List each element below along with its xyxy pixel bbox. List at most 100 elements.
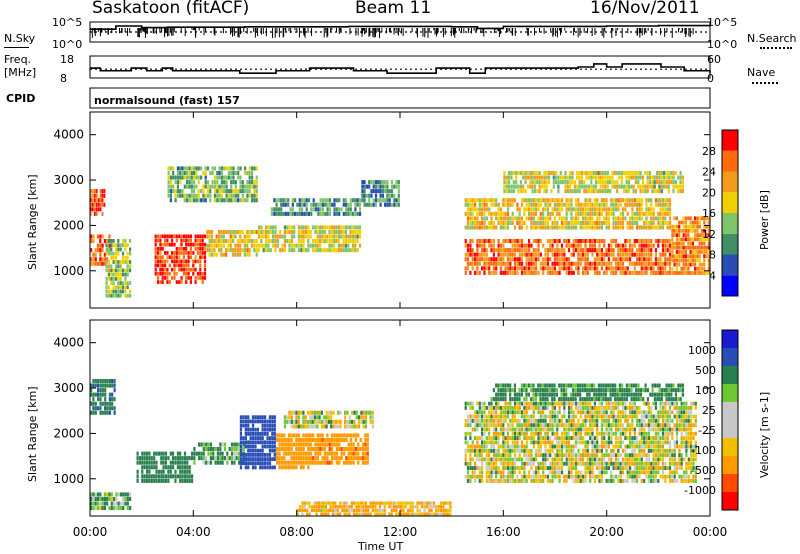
- power-panel-cell: [344, 230, 347, 235]
- power-panel-cell: [698, 271, 701, 275]
- power-panel-cell: [216, 189, 219, 194]
- velocity-panel-cell: [290, 410, 293, 415]
- power-panel-cell: [532, 211, 535, 216]
- velocity-panel-cell: [364, 512, 367, 516]
- velocity-panel-cell: [297, 447, 300, 452]
- velocity-panel-cell: [313, 419, 317, 424]
- power-panel-cell: [374, 180, 378, 185]
- power-panel-ytick-label: 2000: [53, 218, 84, 232]
- power-panel-cell: [230, 171, 233, 176]
- power-panel-cell: [607, 243, 610, 248]
- velocity-panel-cell: [290, 447, 293, 452]
- velocity-panel-cell: [354, 438, 357, 443]
- power-panel-cell: [671, 250, 674, 254]
- power-panel-cell: [562, 175, 565, 180]
- power-panel-cell: [169, 189, 172, 194]
- velocity-panel-cell: [466, 470, 470, 475]
- power-panel-cell: [654, 248, 657, 253]
- power-panel-cell: [232, 193, 235, 198]
- velocity-panel-cell: [565, 453, 568, 458]
- velocity-panel-cell: [499, 418, 502, 423]
- velocity-panel-cell: [525, 457, 528, 462]
- velocity-panel-cell: [308, 512, 311, 516]
- velocity-panel-cell: [558, 418, 561, 423]
- power-panel-cell: [112, 272, 115, 277]
- power-panel-cell: [610, 252, 613, 257]
- power-panel-cell: [696, 220, 699, 225]
- power-panel-cell: [525, 202, 528, 207]
- power-panel-cell: [594, 180, 598, 185]
- power-panel-cell: [345, 202, 348, 207]
- power-panel-cell: [515, 180, 518, 185]
- power-panel-cell: [93, 211, 96, 216]
- velocity-panel-cell: [516, 406, 519, 410]
- power-panel-cell: [356, 239, 359, 244]
- power-panel-cell: [105, 247, 108, 252]
- velocity-panel-cell: [259, 465, 262, 470]
- power-panel-cell: [129, 289, 132, 294]
- velocity-panel-cell: [549, 401, 552, 406]
- power-panel-cell: [211, 166, 214, 171]
- power-panel-cell: [244, 166, 247, 171]
- velocity-panel-cell: [577, 436, 580, 440]
- power-panel-cell: [661, 266, 665, 271]
- power-panel-cell: [565, 225, 568, 230]
- power-panel-cell: [237, 171, 240, 176]
- velocity-panel-cell: [409, 512, 412, 516]
- power-panel-cell: [495, 261, 498, 266]
- velocity-panel-cell: [318, 410, 321, 415]
- power-panel-cell: [117, 251, 120, 256]
- power-panel-cell: [154, 255, 157, 259]
- velocity-panel-cell: [251, 419, 255, 424]
- power-panel-cell: [537, 257, 540, 262]
- velocity-panel-cell: [495, 474, 498, 479]
- velocity-panel-cell: [307, 456, 310, 461]
- velocity-panel-cell: [174, 460, 177, 465]
- velocity-panel-cell: [464, 440, 467, 445]
- velocity-panel-cell: [333, 438, 336, 443]
- power-panel-cell: [260, 225, 263, 230]
- power-panel-cell: [596, 261, 599, 266]
- velocity-panel-cell: [575, 427, 578, 432]
- power-panel-cell: [99, 193, 102, 198]
- power-panel-cell: [516, 270, 519, 275]
- power-panel-cell: [340, 243, 343, 248]
- power-panel-cell: [677, 175, 680, 180]
- power-panel-cell: [687, 224, 690, 229]
- power-panel-cell: [178, 263, 181, 268]
- velocity-panel-cell: [344, 415, 347, 420]
- velocity-panel-cell: [266, 465, 269, 470]
- power-panel-cell: [636, 220, 639, 225]
- power-panel-cell: [298, 198, 301, 203]
- velocity-panel-cell: [476, 457, 479, 462]
- velocity-panel-cell: [481, 410, 484, 415]
- power-panel-cell: [469, 252, 472, 257]
- power-panel-cell: [342, 243, 345, 248]
- cpid-label: CPID: [6, 92, 36, 105]
- power-panel-cell: [277, 211, 280, 216]
- power-panel-cell: [290, 225, 293, 230]
- power-panel-cell: [471, 252, 474, 257]
- power-panel-cell: [634, 189, 637, 194]
- power-panel-cell: [379, 189, 382, 194]
- power-panel-cell: [586, 266, 589, 271]
- power-panel-cell: [638, 202, 641, 207]
- power-panel-cell: [664, 252, 667, 257]
- power-panel-cell: [665, 171, 668, 176]
- velocity-panel-cell: [108, 506, 111, 511]
- power-panel-cell: [542, 225, 545, 230]
- power-panel-cell: [210, 252, 214, 257]
- power-panel-cell: [166, 271, 169, 276]
- power-panel-cell: [275, 207, 278, 212]
- power-panel-cell: [280, 207, 283, 212]
- power-panel-cell: [232, 171, 235, 176]
- velocity-panel-cell: [539, 436, 542, 440]
- velocity-panel-cell: [302, 460, 305, 465]
- velocity-panel-cell: [418, 512, 421, 516]
- velocity-panel-cell: [219, 460, 222, 465]
- velocity-panel-cell: [537, 436, 540, 440]
- power-panel-cell: [499, 216, 502, 221]
- velocity-panel-cell: [474, 444, 477, 449]
- power-panel-cell: [326, 248, 329, 253]
- power-panel-cell: [176, 166, 179, 171]
